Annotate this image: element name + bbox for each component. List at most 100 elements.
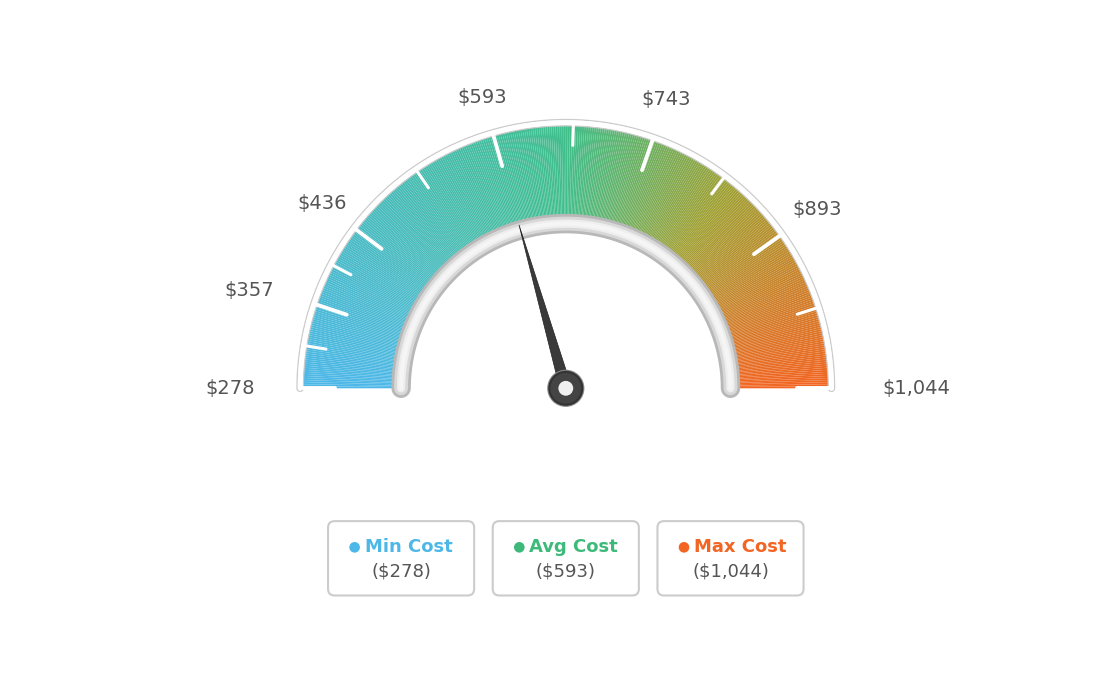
Wedge shape — [618, 137, 651, 233]
Wedge shape — [327, 271, 418, 317]
Wedge shape — [635, 147, 679, 239]
Wedge shape — [731, 382, 831, 386]
FancyBboxPatch shape — [658, 521, 804, 595]
Wedge shape — [311, 310, 408, 341]
Wedge shape — [646, 157, 698, 245]
Wedge shape — [647, 157, 699, 246]
Wedge shape — [729, 345, 828, 362]
Circle shape — [349, 542, 360, 553]
Wedge shape — [720, 295, 815, 331]
Wedge shape — [436, 155, 487, 244]
Wedge shape — [724, 318, 822, 346]
Wedge shape — [484, 135, 517, 232]
Wedge shape — [577, 124, 586, 224]
Wedge shape — [520, 126, 539, 226]
Circle shape — [559, 381, 573, 395]
Wedge shape — [714, 273, 806, 318]
Wedge shape — [370, 208, 445, 277]
Wedge shape — [392, 186, 459, 264]
Wedge shape — [316, 296, 412, 333]
Wedge shape — [300, 384, 401, 387]
Wedge shape — [371, 206, 446, 277]
Wedge shape — [384, 193, 454, 268]
Wedge shape — [677, 192, 746, 267]
Wedge shape — [340, 246, 427, 301]
Wedge shape — [626, 141, 666, 236]
Wedge shape — [703, 241, 788, 298]
Wedge shape — [669, 181, 733, 261]
Wedge shape — [668, 179, 732, 259]
Wedge shape — [308, 322, 406, 348]
Wedge shape — [361, 217, 439, 284]
Wedge shape — [661, 172, 722, 255]
Wedge shape — [715, 279, 809, 322]
Wedge shape — [530, 125, 545, 225]
Wedge shape — [614, 135, 646, 231]
Wedge shape — [362, 216, 440, 282]
Wedge shape — [566, 123, 567, 224]
Wedge shape — [344, 239, 429, 297]
Wedge shape — [637, 149, 682, 240]
Wedge shape — [671, 184, 736, 262]
Wedge shape — [342, 242, 428, 299]
Wedge shape — [474, 139, 510, 234]
Wedge shape — [656, 166, 713, 251]
Wedge shape — [567, 123, 570, 224]
Wedge shape — [378, 199, 450, 272]
Wedge shape — [564, 123, 566, 224]
Wedge shape — [723, 312, 821, 342]
Wedge shape — [599, 128, 622, 227]
Wedge shape — [689, 213, 766, 280]
Wedge shape — [343, 241, 428, 298]
Wedge shape — [598, 128, 619, 227]
Wedge shape — [650, 161, 704, 248]
Wedge shape — [728, 339, 827, 359]
Wedge shape — [308, 320, 406, 347]
Wedge shape — [305, 339, 404, 359]
Wedge shape — [399, 181, 463, 261]
Text: Max Cost: Max Cost — [694, 538, 787, 556]
Wedge shape — [657, 168, 715, 252]
Wedge shape — [590, 126, 605, 226]
Wedge shape — [649, 159, 703, 247]
Wedge shape — [433, 157, 485, 246]
Wedge shape — [729, 353, 829, 368]
Wedge shape — [310, 314, 407, 344]
Wedge shape — [500, 130, 527, 229]
Wedge shape — [672, 186, 740, 264]
Wedge shape — [560, 123, 563, 224]
Wedge shape — [438, 155, 488, 244]
Wedge shape — [539, 124, 550, 224]
Wedge shape — [512, 128, 533, 227]
Wedge shape — [364, 214, 442, 282]
Wedge shape — [729, 351, 829, 366]
Wedge shape — [701, 235, 784, 295]
Wedge shape — [388, 190, 456, 266]
Wedge shape — [353, 227, 435, 289]
Wedge shape — [501, 130, 528, 228]
Wedge shape — [686, 206, 761, 277]
Wedge shape — [636, 148, 681, 240]
Wedge shape — [611, 132, 640, 230]
Wedge shape — [602, 129, 626, 228]
Wedge shape — [676, 190, 744, 266]
Wedge shape — [698, 229, 779, 290]
Wedge shape — [304, 347, 403, 364]
Wedge shape — [518, 126, 538, 226]
Wedge shape — [524, 126, 541, 226]
Wedge shape — [463, 143, 502, 237]
Wedge shape — [491, 132, 521, 230]
Wedge shape — [453, 147, 497, 239]
Wedge shape — [541, 124, 552, 224]
Wedge shape — [434, 157, 486, 245]
Wedge shape — [455, 146, 498, 239]
Wedge shape — [730, 364, 830, 374]
Wedge shape — [576, 124, 584, 224]
Wedge shape — [697, 227, 778, 289]
Wedge shape — [716, 281, 809, 323]
Wedge shape — [358, 222, 437, 286]
Wedge shape — [645, 155, 696, 244]
Wedge shape — [721, 300, 817, 335]
Wedge shape — [726, 328, 825, 353]
Wedge shape — [720, 296, 816, 333]
